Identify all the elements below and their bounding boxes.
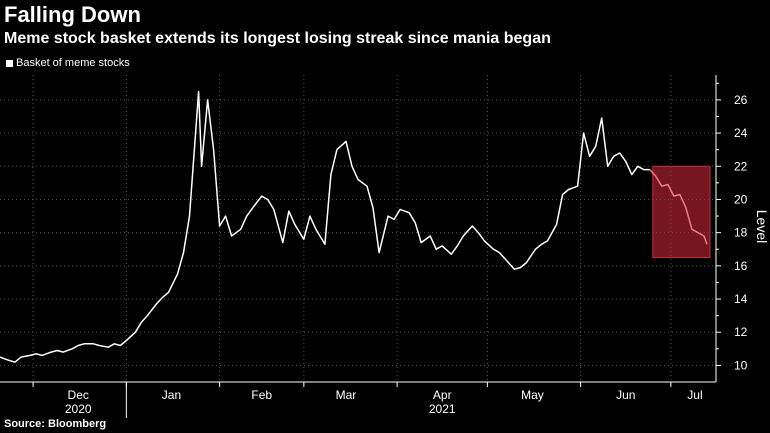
legend-label: Basket of meme stocks — [16, 57, 130, 69]
chart-legend: Basket of meme stocks — [6, 57, 130, 69]
x-tick-label: Apr — [433, 388, 452, 402]
series-line-highlight — [649, 169, 708, 245]
highlight-layer — [652, 165, 711, 259]
y-tick-label: 16 — [734, 259, 748, 273]
x-year-label: 2021 — [429, 402, 456, 416]
x-tick-label: Jun — [616, 388, 635, 402]
chart-title: Falling Down — [4, 2, 141, 27]
series-layer — [0, 90, 708, 363]
y-tick-label: 26 — [734, 93, 748, 107]
y-tick-label: 24 — [734, 126, 748, 140]
y-tick-label: 10 — [734, 358, 748, 372]
series-line-basket — [0, 90, 650, 363]
y-axis-label: Level — [754, 210, 770, 243]
y-tick-label: 22 — [734, 159, 748, 173]
highlight-box — [652, 165, 711, 259]
x-tick-label: Jul — [687, 388, 702, 402]
y-tick-label: 20 — [734, 192, 748, 206]
x-year-label: 2020 — [65, 402, 92, 416]
x-tick-label: Dec — [68, 388, 89, 402]
x-tick-label: Feb — [251, 388, 272, 402]
source-note: Source: Bloomberg — [4, 418, 107, 430]
x-tick-label: May — [521, 388, 544, 402]
y-tick-label: 18 — [734, 226, 748, 240]
y-tick-label: 12 — [734, 325, 748, 339]
chart-subtitle: Meme stock basket extends its longest lo… — [4, 30, 551, 47]
x-tick-label: Jan — [162, 388, 181, 402]
axis-layer: 10 12 14 16 18 20 22 24 26 Dec Jan Feb Mar Apr May Jun J… — [0, 75, 770, 418]
x-tick-label: Mar — [336, 388, 357, 402]
legend-swatch — [6, 59, 13, 67]
y-tick-label: 14 — [734, 292, 748, 306]
grid-layer — [0, 75, 716, 382]
